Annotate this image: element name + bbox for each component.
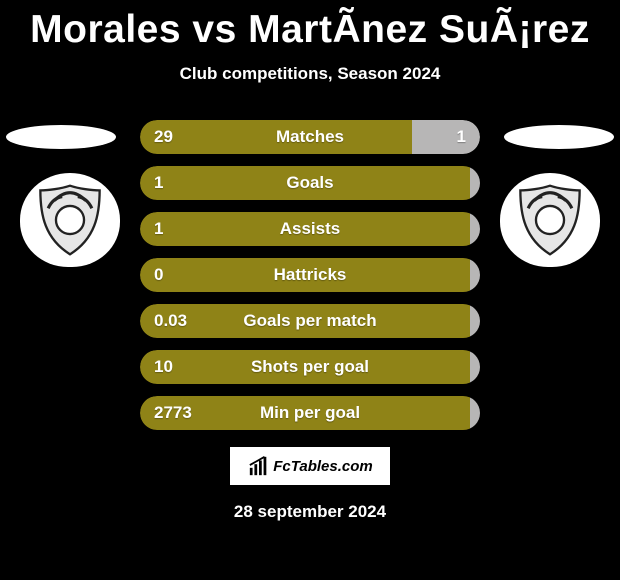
- player2-bar-segment: [470, 258, 480, 292]
- player2-photo-ellipse: [504, 125, 614, 149]
- brand-text: FcTables.com: [273, 458, 372, 475]
- player2-name: MartÃ­nez SuÃ¡rez: [248, 8, 590, 51]
- player1-bar-segment: [140, 212, 470, 246]
- page-title: Morales vs MartÃ­nez SuÃ¡rez: [0, 0, 620, 52]
- player1-bar-segment: [140, 258, 470, 292]
- player2-bar-segment: [470, 304, 480, 338]
- player2-bar-segment: [470, 212, 480, 246]
- player2-bar-segment: [470, 396, 480, 430]
- shield-icon: [511, 181, 589, 259]
- player2-bar-segment: [412, 120, 480, 154]
- player1-bar-segment: [140, 166, 470, 200]
- bar-chart-icon: [247, 455, 271, 477]
- date-text: 28 september 2024: [0, 502, 620, 522]
- stat-row: Matches291: [140, 120, 480, 154]
- stat-row: Assists1: [140, 212, 480, 246]
- subtitle: Club competitions, Season 2024: [0, 64, 620, 84]
- vs-text: vs: [192, 8, 248, 51]
- stat-row: Goals1: [140, 166, 480, 200]
- player2-bar-segment: [470, 166, 480, 200]
- fctables-brand: FcTables.com: [230, 447, 390, 485]
- stat-row: Min per goal2773: [140, 396, 480, 430]
- player1-photo-ellipse: [6, 125, 116, 149]
- comparison-bars: Matches291 Goals1 Assists1 Hattricks0 Goals …: [140, 120, 480, 442]
- player2-club-crest: [500, 173, 600, 267]
- player1-bar-segment: [140, 304, 470, 338]
- stat-row: Goals per match0.03: [140, 304, 480, 338]
- player2-bar-segment: [470, 350, 480, 384]
- shield-icon: [31, 181, 109, 259]
- player1-club-crest: [20, 173, 120, 267]
- player1-name: Morales: [30, 8, 181, 51]
- player1-bar-segment: [140, 120, 412, 154]
- stat-row: Shots per goal10: [140, 350, 480, 384]
- player1-bar-segment: [140, 350, 470, 384]
- player1-bar-segment: [140, 396, 470, 430]
- stat-row: Hattricks0: [140, 258, 480, 292]
